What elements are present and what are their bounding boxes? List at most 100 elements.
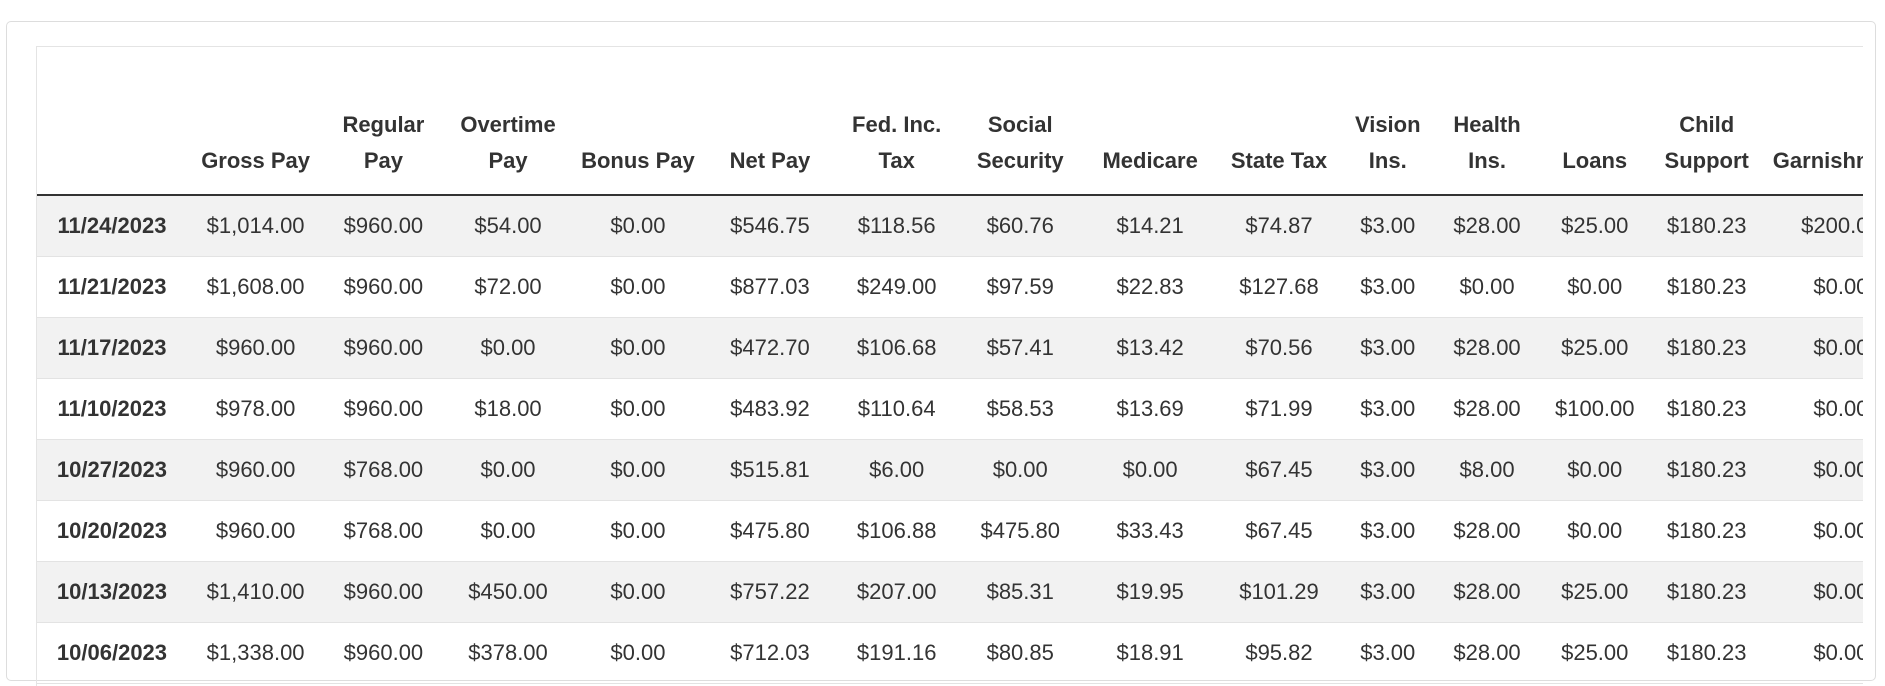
- fed-inc-tax-cell: $110.64: [837, 378, 956, 440]
- loans-cell: $0.00: [1540, 256, 1649, 318]
- social-security-cell: $475.80: [955, 500, 1085, 562]
- loans-cell: $25.00: [1540, 622, 1649, 684]
- garnishment-cell: $0.00: [1764, 256, 1863, 318]
- garnishment-cell: $0.00: [1764, 378, 1863, 440]
- health-ins-cell: $28.00: [1433, 561, 1541, 623]
- column-header-vision-ins: Vision Ins.: [1342, 47, 1434, 196]
- bonus-pay-cell: $0.00: [573, 256, 703, 318]
- state-tax-cell: $95.82: [1215, 622, 1343, 684]
- health-ins-cell: $28.00: [1433, 317, 1541, 379]
- medicare-cell: $22.83: [1084, 256, 1216, 318]
- table-row: 11/24/2023 $1,014.00 $960.00 $54.00 $0.0…: [37, 195, 1863, 257]
- bonus-pay-cell: $0.00: [573, 622, 703, 684]
- column-header-gross-pay: Gross Pay: [186, 47, 325, 196]
- bonus-pay-cell: $0.00: [573, 561, 703, 623]
- vision-ins-cell: $3.00: [1342, 317, 1434, 379]
- fed-inc-tax-cell: $207.00: [837, 561, 956, 623]
- payroll-history-table: Gross Pay Regular Pay Overtime Pay Bonus…: [37, 47, 1863, 684]
- regular-pay-cell: $960.00: [324, 256, 443, 318]
- health-ins-cell: $28.00: [1433, 500, 1541, 562]
- loans-cell: $100.00: [1540, 378, 1649, 440]
- gross-pay-cell: $1,410.00: [186, 561, 325, 623]
- health-ins-cell: $28.00: [1433, 378, 1541, 440]
- state-tax-cell: $127.68: [1215, 256, 1343, 318]
- fed-inc-tax-cell: $6.00: [837, 439, 956, 501]
- medicare-cell: $0.00: [1084, 439, 1216, 501]
- pay-date-cell: 11/10/2023: [37, 378, 187, 440]
- bonus-pay-cell: $0.00: [573, 439, 703, 501]
- child-support-cell: $180.23: [1648, 256, 1765, 318]
- fed-inc-tax-cell: $106.88: [837, 500, 956, 562]
- net-pay-cell: $472.70: [702, 317, 838, 379]
- table-body: 11/24/2023 $1,014.00 $960.00 $54.00 $0.0…: [37, 195, 1863, 684]
- column-header-child-support: Child Support: [1648, 47, 1765, 196]
- net-pay-cell: $515.81: [702, 439, 838, 501]
- bonus-pay-cell: $0.00: [573, 378, 703, 440]
- payroll-table-container: Gross Pay Regular Pay Overtime Pay Bonus…: [36, 46, 1863, 686]
- medicare-cell: $18.91: [1084, 622, 1216, 684]
- bonus-pay-cell: $0.00: [573, 317, 703, 379]
- loans-cell: $25.00: [1540, 561, 1649, 623]
- loans-cell: $0.00: [1540, 500, 1649, 562]
- column-header-regular-pay: Regular Pay: [324, 47, 443, 196]
- vision-ins-cell: $3.00: [1342, 500, 1434, 562]
- state-tax-cell: $67.45: [1215, 439, 1343, 501]
- social-security-cell: $58.53: [955, 378, 1085, 440]
- health-ins-cell: $28.00: [1433, 195, 1541, 257]
- social-security-cell: $57.41: [955, 317, 1085, 379]
- state-tax-cell: $71.99: [1215, 378, 1343, 440]
- table-row: 10/27/2023 $960.00 $768.00 $0.00 $0.00 $…: [37, 439, 1863, 501]
- column-header-net-pay: Net Pay: [702, 47, 838, 196]
- column-header-bonus-pay: Bonus Pay: [573, 47, 703, 196]
- loans-cell: $0.00: [1540, 439, 1649, 501]
- garnishment-cell: $0.00: [1764, 500, 1863, 562]
- regular-pay-cell: $960.00: [324, 195, 443, 257]
- child-support-cell: $180.23: [1648, 622, 1765, 684]
- pay-date-cell: 11/21/2023: [37, 256, 187, 318]
- regular-pay-cell: $960.00: [324, 378, 443, 440]
- vision-ins-cell: $3.00: [1342, 622, 1434, 684]
- overtime-pay-cell: $18.00: [442, 378, 574, 440]
- garnishment-cell: $0.00: [1764, 317, 1863, 379]
- medicare-cell: $33.43: [1084, 500, 1216, 562]
- table-row: 11/10/2023 $978.00 $960.00 $18.00 $0.00 …: [37, 378, 1863, 440]
- bonus-pay-cell: $0.00: [573, 500, 703, 562]
- overtime-pay-cell: $54.00: [442, 195, 574, 257]
- net-pay-cell: $475.80: [702, 500, 838, 562]
- overtime-pay-cell: $0.00: [442, 439, 574, 501]
- vision-ins-cell: $3.00: [1342, 378, 1434, 440]
- medicare-cell: $13.69: [1084, 378, 1216, 440]
- net-pay-cell: $712.03: [702, 622, 838, 684]
- column-header-date: [37, 47, 187, 196]
- child-support-cell: $180.23: [1648, 317, 1765, 379]
- pay-date-cell: 11/24/2023: [37, 195, 187, 257]
- social-security-cell: $60.76: [955, 195, 1085, 257]
- child-support-cell: $180.23: [1648, 500, 1765, 562]
- net-pay-cell: $757.22: [702, 561, 838, 623]
- overtime-pay-cell: $72.00: [442, 256, 574, 318]
- loans-cell: $25.00: [1540, 195, 1649, 257]
- table-header-row: Gross Pay Regular Pay Overtime Pay Bonus…: [37, 47, 1863, 196]
- vision-ins-cell: $3.00: [1342, 195, 1434, 257]
- health-ins-cell: $28.00: [1433, 622, 1541, 684]
- regular-pay-cell: $960.00: [324, 317, 443, 379]
- net-pay-cell: $483.92: [702, 378, 838, 440]
- state-tax-cell: $101.29: [1215, 561, 1343, 623]
- net-pay-cell: $546.75: [702, 195, 838, 257]
- fed-inc-tax-cell: $118.56: [837, 195, 956, 257]
- child-support-cell: $180.23: [1648, 439, 1765, 501]
- child-support-cell: $180.23: [1648, 378, 1765, 440]
- vision-ins-cell: $3.00: [1342, 561, 1434, 623]
- payroll-panel: Gross Pay Regular Pay Overtime Pay Bonus…: [6, 21, 1876, 686]
- net-pay-cell: $877.03: [702, 256, 838, 318]
- overtime-pay-cell: $378.00: [442, 622, 574, 684]
- table-row: 11/21/2023 $1,608.00 $960.00 $72.00 $0.0…: [37, 256, 1863, 318]
- child-support-cell: $180.23: [1648, 195, 1765, 257]
- column-header-social-security: Social Security: [955, 47, 1085, 196]
- social-security-cell: $85.31: [955, 561, 1085, 623]
- overtime-pay-cell: $0.00: [442, 500, 574, 562]
- regular-pay-cell: $960.00: [324, 561, 443, 623]
- health-ins-cell: $0.00: [1433, 256, 1541, 318]
- table-row: 10/20/2023 $960.00 $768.00 $0.00 $0.00 $…: [37, 500, 1863, 562]
- social-security-cell: $0.00: [955, 439, 1085, 501]
